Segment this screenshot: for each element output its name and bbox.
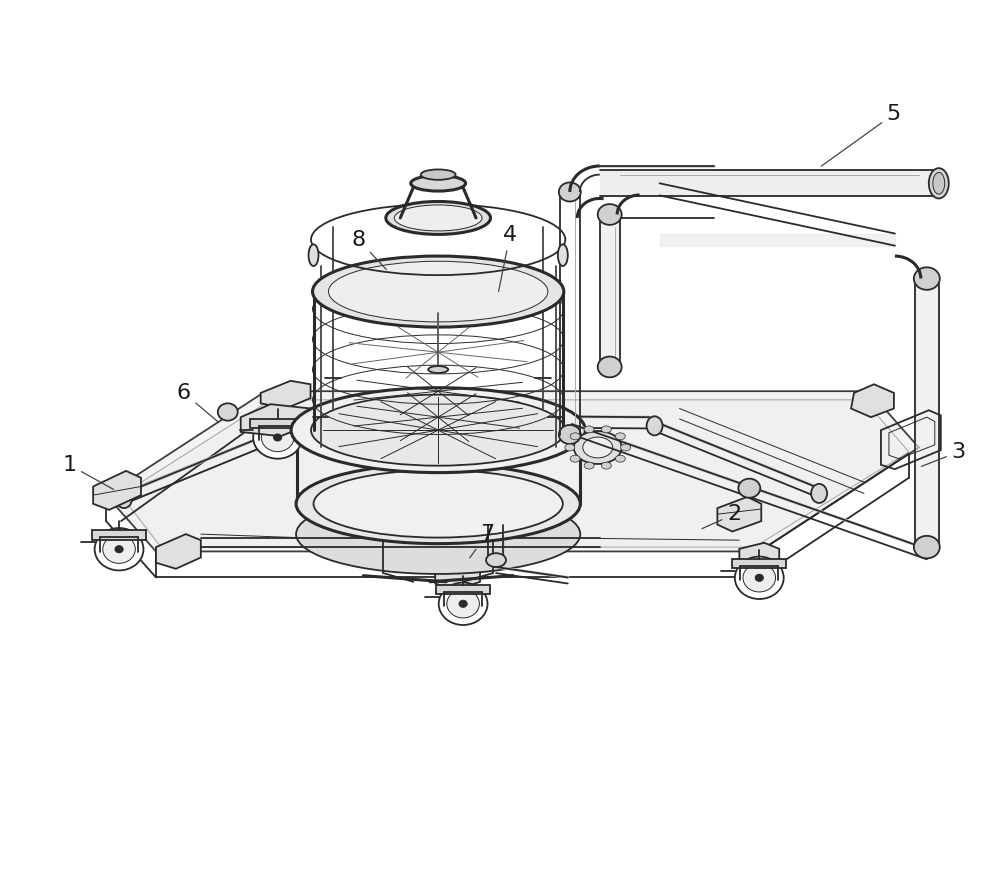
Ellipse shape (253, 416, 302, 459)
Ellipse shape (584, 426, 594, 433)
Ellipse shape (328, 262, 548, 322)
Ellipse shape (411, 176, 466, 191)
Ellipse shape (738, 479, 760, 498)
Ellipse shape (386, 202, 491, 235)
Ellipse shape (583, 437, 613, 458)
Ellipse shape (647, 416, 663, 435)
Ellipse shape (811, 484, 827, 503)
Ellipse shape (95, 528, 143, 570)
Ellipse shape (447, 590, 479, 618)
Polygon shape (261, 381, 311, 408)
Polygon shape (436, 585, 490, 594)
Ellipse shape (116, 489, 132, 508)
Ellipse shape (559, 425, 581, 444)
Ellipse shape (621, 444, 631, 451)
Polygon shape (732, 559, 786, 568)
Ellipse shape (755, 574, 763, 581)
Text: 1: 1 (62, 454, 114, 489)
Ellipse shape (914, 536, 940, 559)
Ellipse shape (558, 244, 568, 266)
Ellipse shape (311, 395, 565, 466)
Ellipse shape (428, 366, 448, 373)
Ellipse shape (115, 546, 123, 553)
Ellipse shape (314, 470, 563, 538)
Ellipse shape (296, 494, 580, 574)
Ellipse shape (439, 582, 488, 625)
Polygon shape (92, 530, 146, 540)
Ellipse shape (570, 433, 580, 440)
Text: 3: 3 (921, 441, 966, 467)
Ellipse shape (615, 433, 625, 440)
Ellipse shape (574, 431, 622, 464)
Ellipse shape (598, 204, 622, 225)
Ellipse shape (565, 444, 575, 451)
Ellipse shape (103, 535, 135, 563)
Ellipse shape (559, 182, 581, 202)
Ellipse shape (261, 423, 294, 452)
Ellipse shape (296, 464, 580, 544)
Ellipse shape (570, 455, 580, 462)
Polygon shape (717, 497, 761, 532)
Text: 8: 8 (351, 229, 386, 269)
Ellipse shape (933, 172, 945, 194)
Ellipse shape (459, 600, 467, 607)
Text: 4: 4 (499, 225, 517, 291)
Ellipse shape (743, 564, 776, 592)
Ellipse shape (274, 434, 282, 441)
Ellipse shape (929, 168, 949, 198)
Ellipse shape (394, 205, 482, 231)
Ellipse shape (601, 462, 611, 469)
Ellipse shape (735, 557, 784, 599)
Ellipse shape (615, 455, 625, 462)
Polygon shape (435, 561, 480, 590)
Ellipse shape (303, 413, 319, 432)
Polygon shape (851, 384, 894, 417)
Ellipse shape (598, 356, 622, 377)
Ellipse shape (914, 268, 940, 290)
Polygon shape (241, 404, 311, 436)
Polygon shape (93, 471, 141, 510)
Text: 6: 6 (177, 383, 219, 422)
Polygon shape (156, 534, 201, 569)
Text: 7: 7 (470, 524, 494, 558)
Ellipse shape (601, 426, 611, 433)
Text: 2: 2 (702, 504, 741, 528)
Ellipse shape (584, 462, 594, 469)
Polygon shape (121, 400, 909, 547)
Ellipse shape (291, 388, 585, 473)
Text: 5: 5 (821, 104, 901, 166)
Polygon shape (739, 543, 779, 573)
Ellipse shape (313, 256, 564, 327)
Polygon shape (250, 419, 305, 428)
Ellipse shape (309, 244, 319, 266)
Ellipse shape (218, 403, 238, 421)
Ellipse shape (421, 169, 456, 180)
Polygon shape (106, 391, 919, 552)
Ellipse shape (486, 554, 506, 567)
